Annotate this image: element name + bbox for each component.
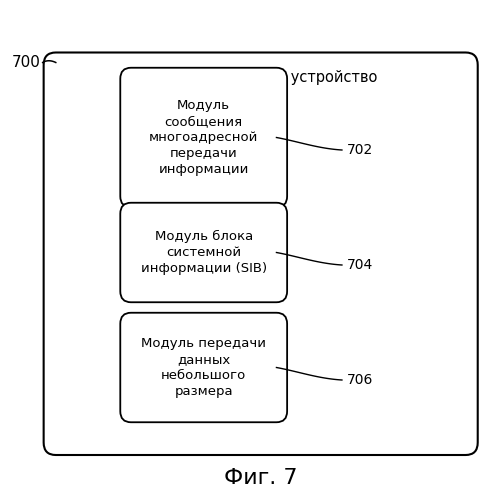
Text: 704: 704	[346, 258, 372, 272]
Text: Модуль блока
системной
информации (SIB): Модуль блока системной информации (SIB)	[140, 230, 266, 275]
Text: Пользовательское устройство: Пользовательское устройство	[144, 70, 377, 85]
Text: 702: 702	[346, 143, 372, 157]
FancyBboxPatch shape	[120, 203, 287, 302]
FancyBboxPatch shape	[44, 52, 477, 455]
Text: Модуль передачи
данных
небольшого
размера: Модуль передачи данных небольшого размер…	[141, 337, 266, 398]
Text: 700: 700	[12, 55, 41, 70]
Text: Модуль
сообщения
многоадресной
передачи
информации: Модуль сообщения многоадресной передачи …	[149, 99, 258, 176]
FancyBboxPatch shape	[120, 313, 287, 422]
Text: Фиг. 7: Фиг. 7	[224, 468, 297, 487]
FancyBboxPatch shape	[120, 68, 287, 207]
Text: 706: 706	[346, 373, 372, 387]
